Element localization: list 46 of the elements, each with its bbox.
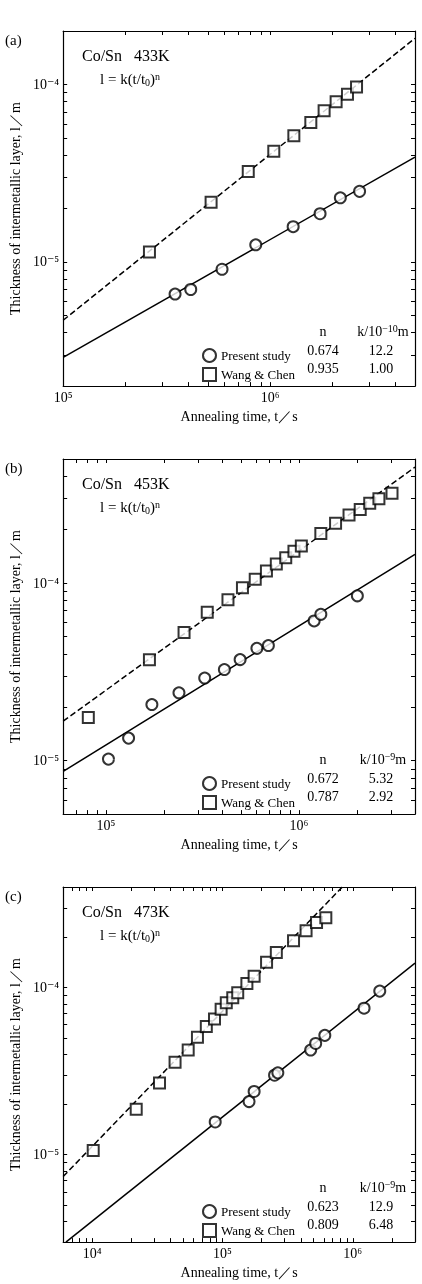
- annotation: 5.32: [368, 770, 394, 786]
- annotation: n: [319, 751, 327, 767]
- x-tick-label: 10⁶: [343, 1245, 363, 1261]
- y-tick-label: 10⁻⁴: [32, 76, 60, 92]
- x-axis-title: Annealing time, t／s: [180, 1264, 298, 1280]
- annotation: Co/Sn 473K: [82, 902, 171, 920]
- legend-label: Wang & Chen: [221, 367, 296, 382]
- legend-label: Present study: [221, 1204, 292, 1219]
- annotation: 12.2: [368, 342, 394, 358]
- y-axis-title: Thickness of intermetallic layer, l／m: [7, 530, 23, 743]
- annotation: n: [319, 323, 327, 339]
- x-tick-label: 10⁵: [213, 1245, 232, 1261]
- y-axis-title: Thickness of intermetallic layer, l／m: [7, 102, 23, 315]
- annotation: 2.92: [368, 788, 394, 804]
- x-axis-title: Annealing time, t／s: [180, 836, 298, 852]
- annotation: 0.809: [307, 1216, 339, 1232]
- chart-title: (c): [5, 887, 22, 905]
- y-tick-label: 10⁻⁵: [32, 753, 60, 769]
- x-tick-label: 10⁴: [82, 1245, 102, 1261]
- legend-label: Wang & Chen: [221, 1223, 296, 1238]
- y-tick-label: 10⁻⁵: [32, 1147, 60, 1163]
- annotation: 0.787: [307, 788, 339, 804]
- annotation: 1.00: [368, 360, 394, 376]
- y-axis-title: Thickness of intermetallic layer, l／m: [7, 958, 23, 1171]
- annotation: 6.48: [368, 1216, 394, 1232]
- annotation: 0.674: [307, 342, 339, 358]
- x-tick-label: 10⁵: [53, 389, 73, 405]
- y-tick-label: 10⁻⁵: [32, 254, 60, 270]
- x-tick-label: 10⁵: [96, 817, 116, 833]
- x-tick-label: 10⁶: [289, 817, 309, 833]
- x-axis-title: Annealing time, t／s: [180, 408, 298, 424]
- annotation: Co/Sn 433K: [82, 46, 171, 64]
- annotation: Co/Sn 453K: [82, 474, 171, 492]
- x-tick-label: 10⁶: [260, 389, 280, 405]
- legend-label: Present study: [221, 348, 292, 363]
- annotation: 0.672: [307, 770, 339, 786]
- annotation: n: [319, 1179, 327, 1195]
- legend-label: Wang & Chen: [221, 795, 296, 810]
- annotation: 0.623: [307, 1198, 339, 1214]
- y-tick-label: 10⁻⁴: [32, 980, 60, 996]
- y-tick-label: 10⁻⁴: [32, 575, 60, 591]
- legend-label: Present study: [221, 776, 292, 791]
- chart-title: (a): [5, 31, 22, 49]
- annotation: 12.9: [368, 1198, 394, 1214]
- annotation: 0.935: [307, 360, 339, 376]
- chart-title: (b): [5, 459, 23, 477]
